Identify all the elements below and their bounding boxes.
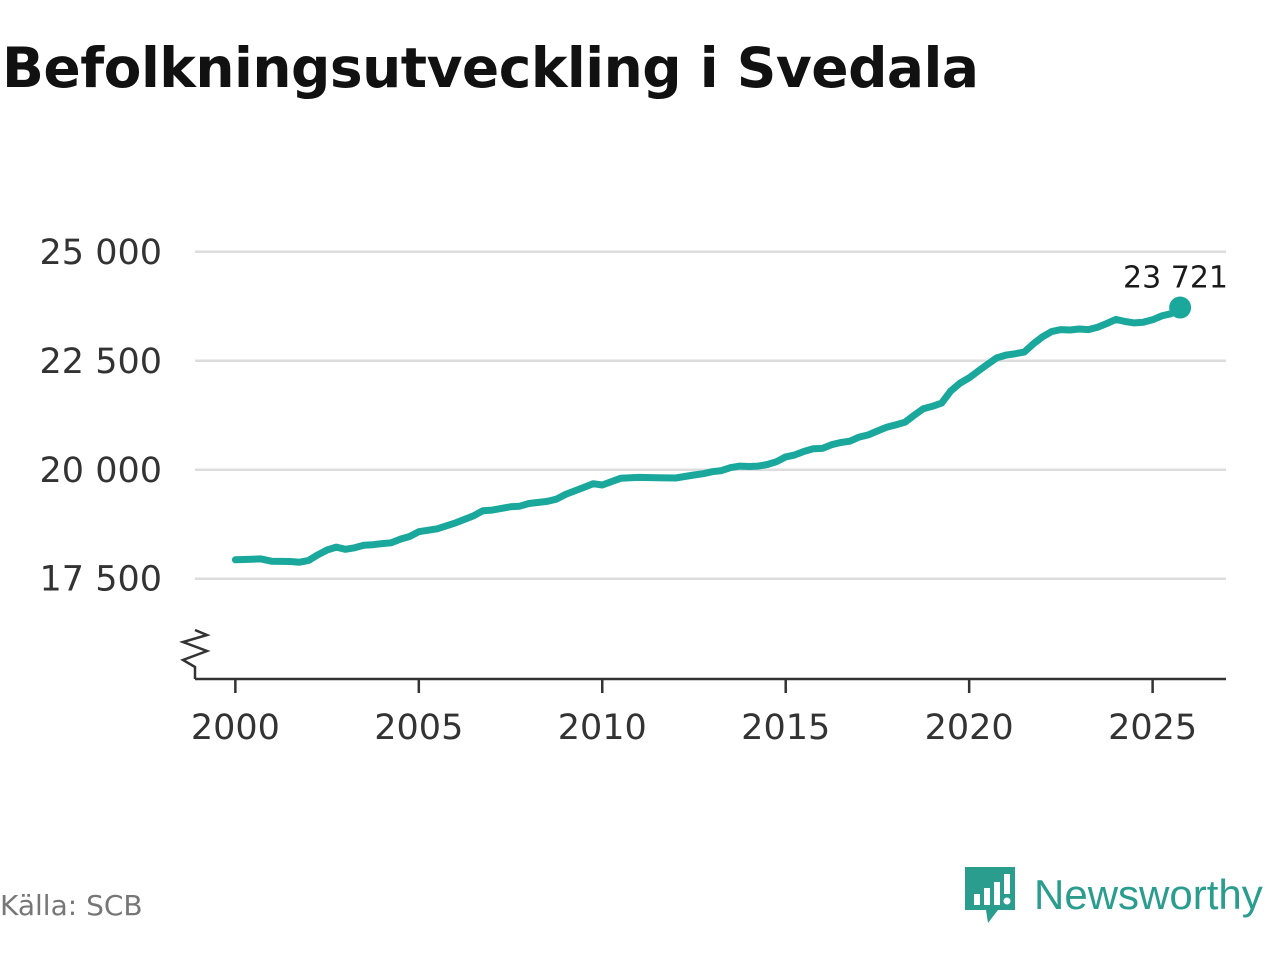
gridlines bbox=[195, 250, 1226, 580]
chart-title: Befolkningsutveckling i Svedala bbox=[2, 36, 979, 100]
end-value-label: 23 721 bbox=[1123, 261, 1228, 296]
bar-chart-speech-bubble-icon bbox=[965, 867, 1015, 923]
x-tick-label: 2020 bbox=[925, 708, 1014, 748]
brand-name: Newsworthy bbox=[1034, 871, 1263, 918]
x-tick-label: 2025 bbox=[1108, 708, 1197, 748]
y-tick-label: 17 500 bbox=[40, 560, 162, 600]
x-tick-label: 2010 bbox=[558, 708, 647, 748]
series bbox=[231, 296, 1192, 566]
data-labels: 23 721 bbox=[1123, 261, 1228, 296]
x-tick-label: 2005 bbox=[374, 708, 463, 748]
source-note: Källa: SCB bbox=[0, 889, 143, 922]
zigzag-axis-break-icon bbox=[179, 628, 211, 679]
y-tick-label: 25 000 bbox=[40, 233, 162, 273]
y-tick-label: 20 000 bbox=[40, 451, 162, 491]
end-point-marker bbox=[1169, 296, 1192, 319]
axes: 17 500 20 000 22 500 25 000 2000 2005 2010 2015… bbox=[40, 233, 1226, 748]
x-tick-label: 2015 bbox=[741, 708, 830, 748]
brand-logo: Newsworthy bbox=[962, 864, 1263, 926]
y-tick-label: 22 500 bbox=[40, 342, 162, 382]
x-tick-label: 2000 bbox=[191, 708, 280, 748]
series-line-befolkning bbox=[231, 304, 1184, 566]
